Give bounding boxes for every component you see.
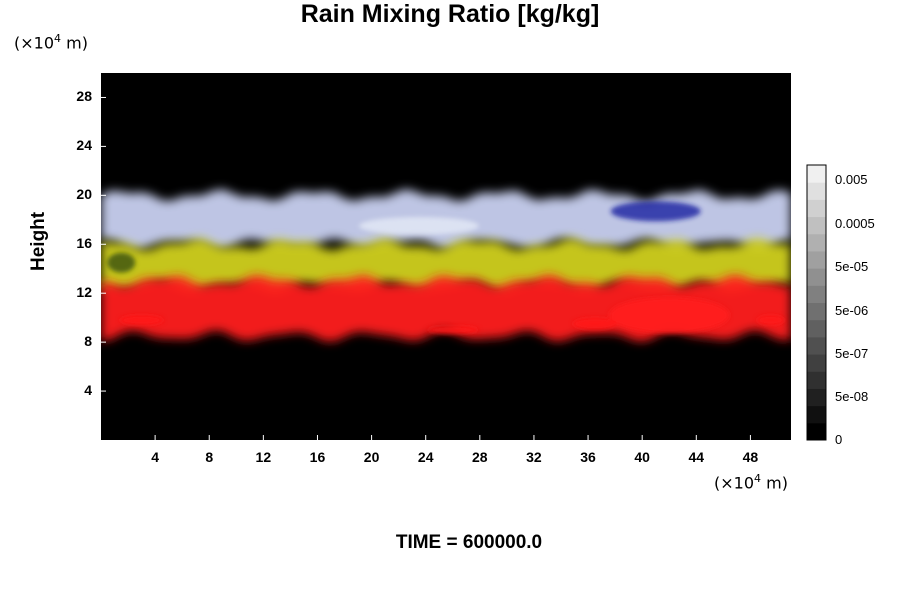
chart-title: Rain Mixing Ratio [kg/kg] [300,0,600,28]
colorbar-tick-label: 5e-05 [835,258,869,274]
colorbar-tick-label: 5e-08 [835,389,869,405]
colorbar-level [807,268,826,286]
y-tick-label: 8 [84,333,92,350]
time-label: TIME = 600000.0 [395,532,543,553]
colorbar-tick-label: 0 [835,432,843,447]
x-tick-label: 8 [205,449,214,465]
colorbar-frame [806,164,827,441]
field-blob [119,315,164,326]
colorbar-level [807,199,826,218]
y-tick-label: 20 [76,186,92,203]
x-tick-label: 12 [255,449,272,465]
x-tick-label: 44 [688,449,705,465]
colorbar-level [807,285,826,303]
colorbar-tick-label: 5e-06 [835,302,869,318]
field-layer [101,237,791,293]
field-blob [609,297,730,334]
x-tick-label: 48 [742,449,759,465]
colorbar-level [807,388,826,407]
y-tick-label: 24 [76,137,92,154]
colorbar-tick-label: 0.0005 [835,215,875,231]
colorbar-level [807,354,826,372]
colorbar-level [807,319,826,338]
colorbar-tick-label: 0.005 [835,172,868,188]
x-tick-label: 16 [309,449,326,465]
y-tick-label: 28 [76,88,92,105]
colorbar-level [807,233,826,252]
field-blob [426,325,479,334]
x-tick-label: 24 [417,449,434,465]
y-tick-label: 12 [76,284,92,301]
x-axis-unit: (×104 m) [714,472,788,493]
colorbar-level [807,405,826,424]
y-axis-unit: (×104 m) [14,32,88,53]
colorbar-level [807,216,826,235]
field-layer [101,274,791,342]
field-layer-shape [101,237,791,293]
x-tick-label: 40 [634,449,650,465]
x-tick-label: 32 [526,449,542,465]
colorbar-level [807,422,826,441]
y-tick-label: 16 [76,235,92,252]
colorbar-level [807,182,826,200]
field-blob [756,315,785,326]
colorbar-tick-label: 5e-07 [835,345,869,361]
y-tick-label: 4 [84,382,92,399]
colorbar-level [807,336,826,355]
colorbar-level [807,250,826,269]
x-tick-label: 4 [151,449,159,465]
field-blob [610,201,701,222]
field-texture [107,201,785,334]
field-blob [107,252,136,273]
colorbar-level [807,302,826,321]
x-tick-label: 20 [363,449,380,465]
colorbar-level [807,165,826,183]
x-tick-label: 28 [472,449,488,465]
field-blob [572,317,617,330]
field-layer-shape [101,274,791,342]
field-blob [358,216,479,235]
x-tick-label: 36 [580,449,596,465]
colorbar-level [807,371,826,389]
